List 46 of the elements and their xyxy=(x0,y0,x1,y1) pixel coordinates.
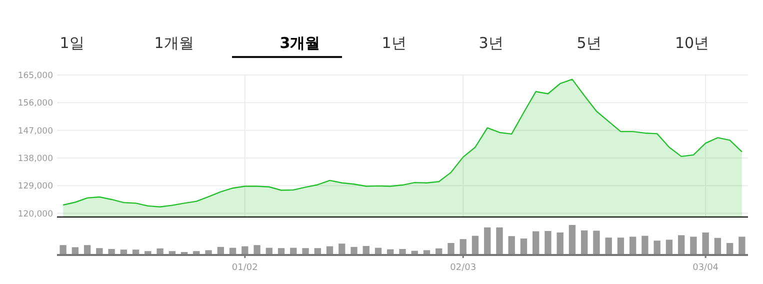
x-tick-label: 02/03 xyxy=(450,263,476,273)
bar xyxy=(678,235,685,255)
bar xyxy=(642,236,648,255)
bar xyxy=(350,246,358,255)
bar xyxy=(520,238,528,255)
bar xyxy=(581,230,588,255)
bar xyxy=(532,231,540,255)
y-tick-label: 165,000 xyxy=(18,71,53,81)
bar xyxy=(714,238,722,255)
bar xyxy=(448,243,454,255)
bar xyxy=(496,227,503,255)
bar xyxy=(96,248,103,255)
text: 1개월 xyxy=(154,34,194,52)
y-tick-label: 138,000 xyxy=(18,154,53,164)
bar xyxy=(508,236,515,255)
y-tick-label: 156,000 xyxy=(18,98,53,109)
bar xyxy=(605,238,612,255)
bar xyxy=(254,245,260,255)
bar xyxy=(60,245,66,255)
bar xyxy=(690,236,697,255)
bar xyxy=(617,238,624,255)
text: 1일 xyxy=(60,34,84,52)
bar xyxy=(484,227,491,255)
text: 10년 xyxy=(674,34,710,52)
bar xyxy=(738,236,746,255)
bar xyxy=(338,244,346,255)
y-tick-label: 129,000 xyxy=(18,182,53,192)
bar xyxy=(556,232,564,255)
bar xyxy=(472,236,479,255)
bar xyxy=(593,230,600,255)
y-tick-label: 120,000 xyxy=(18,209,53,220)
bar xyxy=(302,248,309,255)
bar xyxy=(702,232,709,255)
text: 5년 xyxy=(576,34,602,52)
x-tick-label: 03/04 xyxy=(692,263,719,273)
y-tick-label: 147,000 xyxy=(18,126,53,136)
bar xyxy=(654,240,660,255)
bar xyxy=(568,225,576,255)
bar xyxy=(544,231,552,255)
x-tick-label: 01/02 xyxy=(232,263,258,273)
text: 1년 xyxy=(382,34,406,52)
bar xyxy=(630,236,636,255)
text: 3개월 xyxy=(280,34,320,52)
text: 3년 xyxy=(478,34,504,52)
bar xyxy=(666,240,673,255)
bar xyxy=(460,239,466,255)
